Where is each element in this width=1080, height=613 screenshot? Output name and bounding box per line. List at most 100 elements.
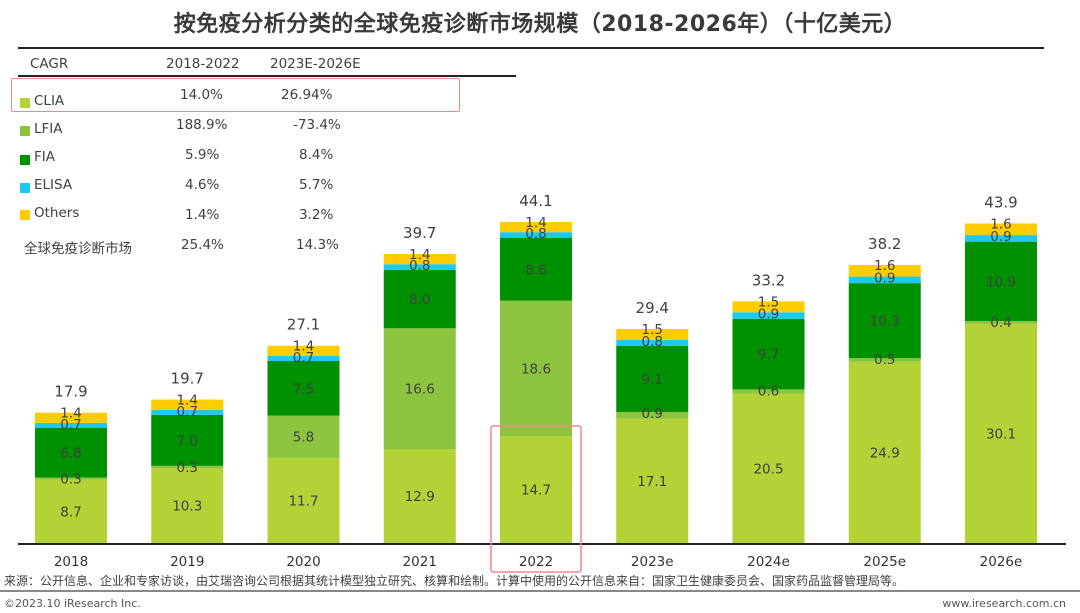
- segment-label: 0.8: [409, 258, 430, 274]
- segment-label: 10.3: [870, 314, 900, 330]
- lfia-legend-swatch: [20, 126, 30, 136]
- cagr-row-value-1: 25.4%: [181, 237, 224, 253]
- total-label: 39.7: [403, 224, 436, 242]
- bar-segment-fia-2023e: [616, 345, 689, 412]
- bar-segment-elisa-2019: [151, 409, 224, 415]
- bar-segment-lfia-2023e: [616, 411, 689, 419]
- bar-segment-others-2022: [500, 222, 572, 233]
- bar-segment-elisa-2020: [267, 355, 340, 362]
- segment-label: 1.5: [642, 322, 663, 338]
- segment-label: 12.9: [405, 489, 435, 505]
- bar-segment-clia-2023e: [616, 418, 689, 543]
- cagr-header-divider: [18, 75, 516, 77]
- bar-segment-elisa-2018: [35, 422, 107, 428]
- clia-legend-swatch: [20, 98, 30, 108]
- segment-label: 0.7: [60, 417, 81, 433]
- bar-segment-elisa-2025e: [848, 276, 921, 284]
- segment-label: 0.8: [642, 334, 663, 350]
- segment-label: 7.5: [293, 381, 314, 397]
- segment-label: 1.4: [60, 406, 81, 422]
- chart-title: 按免疫分析分类的全球免疫诊断市场规模（2018-2026年）（十亿美元）: [173, 12, 907, 37]
- segment-label: 17.1: [637, 474, 667, 490]
- bar-segment-others-2023e: [616, 329, 689, 340]
- cagr-row-value-2: 3.2%: [299, 207, 334, 223]
- segment-label: 20.5: [753, 461, 783, 477]
- bar-segment-lfia-2022: [500, 300, 572, 436]
- bar-segment-elisa-2022: [500, 232, 572, 239]
- cagr-row-name: CLIA: [34, 93, 65, 109]
- total-label: 29.4: [636, 299, 669, 317]
- segment-label: 0.3: [60, 471, 81, 487]
- elisa-legend-swatch: [20, 183, 30, 193]
- clia-highlight-box: [11, 78, 460, 112]
- copyright: ©2023.10 iResearch Inc.: [4, 597, 141, 610]
- bar-segment-lfia-2019: [151, 465, 224, 469]
- segment-label: 8.0: [409, 292, 430, 308]
- x-tick-label: 2023e: [631, 554, 674, 570]
- bar-segment-lfia-2025e: [848, 358, 921, 362]
- segment-label: 0.9: [758, 306, 779, 322]
- cagr-row-value-1: 1.4%: [185, 207, 220, 223]
- bar-segment-elisa-2023e: [616, 339, 689, 346]
- cagr-row-value-2: 8.4%: [299, 147, 334, 163]
- segment-label: 1.4: [293, 339, 314, 355]
- bar-segment-others-2026e: [965, 223, 1037, 236]
- segment-label: 10.3: [172, 499, 202, 515]
- segment-label: 9.7: [758, 347, 779, 363]
- bar-segment-others-2021: [383, 254, 456, 265]
- segment-label: 0.8: [525, 226, 546, 242]
- total-label: 19.7: [171, 370, 204, 388]
- segment-label: 0.4: [990, 315, 1011, 331]
- segment-label: 0.9: [642, 406, 663, 422]
- cagr-row-value-1: 14.0%: [180, 87, 223, 103]
- bar-segment-fia-2022: [500, 238, 572, 301]
- bar-segment-lfia-2026e: [965, 320, 1037, 324]
- bar-segment-others-2020: [267, 345, 340, 356]
- cagr-row-value-2: 14.3%: [296, 237, 339, 253]
- x-tick-label: 2019: [170, 554, 204, 570]
- bar-segment-elisa-2026e: [965, 235, 1037, 242]
- x-tick-label: 2021: [403, 554, 437, 570]
- bar-segment-fia-2026e: [965, 241, 1037, 321]
- bar-segment-clia-2025e: [848, 361, 921, 543]
- bar-segment-lfia-2024e: [732, 389, 805, 394]
- cagr-header-label: CAGR: [30, 56, 69, 72]
- website-link[interactable]: www.iresearch.com.cn: [942, 597, 1066, 610]
- title-divider: [18, 47, 1044, 49]
- segment-label: 0.7: [293, 350, 314, 366]
- cagr-row-value-1: 4.6%: [185, 177, 220, 193]
- bar-segment-elisa-2021: [383, 264, 456, 271]
- bar-segment-others-2024e: [732, 301, 805, 313]
- total-label: 33.2: [752, 271, 785, 289]
- x-tick-label: 2025e: [863, 554, 906, 570]
- total-label: 44.1: [519, 192, 552, 210]
- bar-segment-lfia-2020: [267, 415, 340, 458]
- segment-label: 8.7: [60, 504, 81, 520]
- segment-label: 1.6: [874, 258, 895, 274]
- fia-legend-swatch: [20, 155, 30, 165]
- segment-label: 1.6: [990, 216, 1011, 232]
- cagr-row-name: ELISA: [34, 177, 73, 193]
- segment-label: 10.9: [986, 274, 1016, 290]
- cagr-row-name: Others: [34, 205, 80, 221]
- bar-segment-clia-2026e: [965, 323, 1037, 543]
- total-label: 43.9: [984, 193, 1017, 211]
- segment-label: 0.5: [874, 352, 895, 368]
- segment-label: 30.1: [986, 426, 1016, 442]
- segment-label: 1.4: [177, 393, 198, 409]
- segment-label: 0.6: [758, 383, 779, 399]
- segment-label: 0.7: [177, 404, 198, 420]
- segment-label: 0.9: [874, 271, 895, 287]
- segment-label: 24.9: [870, 445, 900, 461]
- bar-segment-clia-2020: [267, 457, 340, 543]
- segment-label: 14.7: [521, 483, 551, 499]
- bar-segment-elisa-2024e: [732, 312, 805, 319]
- cagr-row-name: 全球免疫诊断市场: [24, 241, 132, 257]
- x-tick-label: 2022: [519, 554, 553, 570]
- total-label: 27.1: [287, 316, 320, 334]
- x-tick-label: 2020: [286, 554, 320, 570]
- cagr-row-name: LFIA: [34, 121, 63, 137]
- bar-segment-fia-2019: [151, 414, 224, 466]
- x-tick-label: 2024e: [747, 554, 790, 570]
